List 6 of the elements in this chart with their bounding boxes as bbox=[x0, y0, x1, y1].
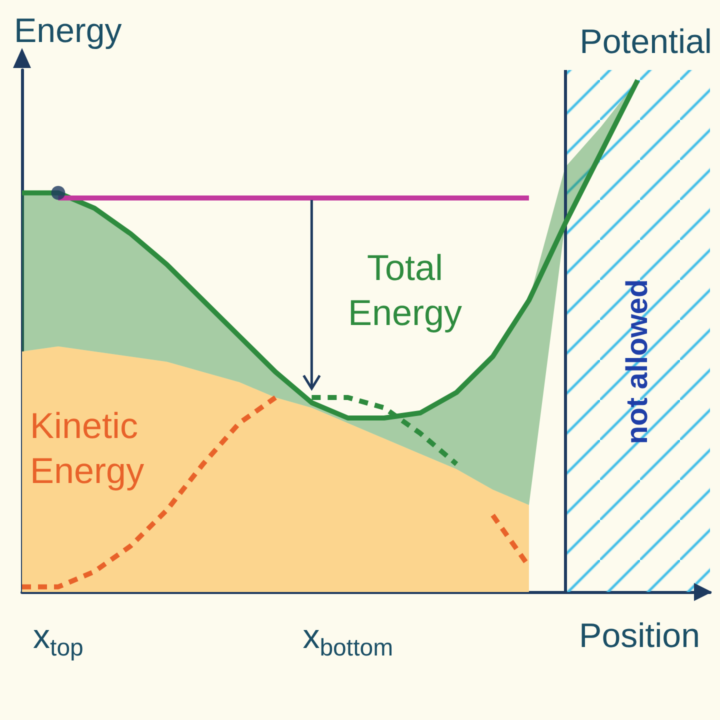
x-axis-title: Position bbox=[579, 617, 700, 655]
annotation: Total Energy bbox=[348, 247, 462, 333]
annotation: not allowed bbox=[621, 279, 654, 444]
annotation: Kinetic Energy bbox=[30, 405, 144, 491]
y-axis-title: Energy bbox=[14, 12, 122, 50]
text: Potential bbox=[580, 23, 712, 61]
